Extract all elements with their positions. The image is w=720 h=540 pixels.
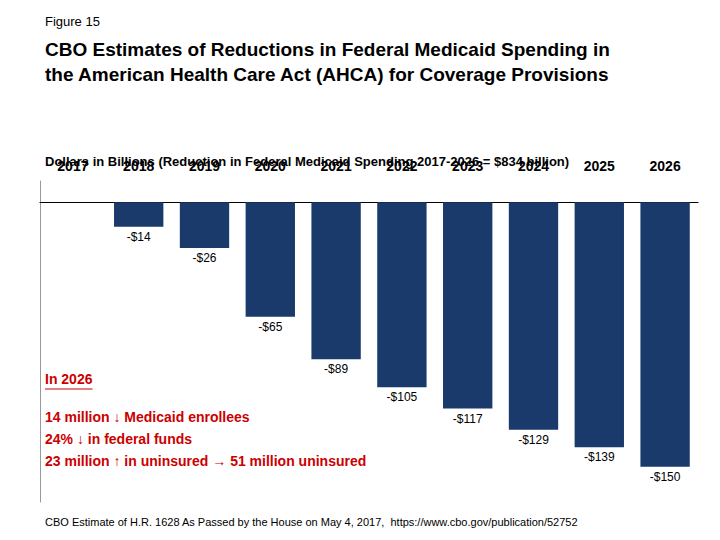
svg-text:CBO Estimate of H.R. 1628 As P: CBO Estimate of H.R. 1628 As Passed by t… xyxy=(45,516,578,528)
svg-text:-$26: -$26 xyxy=(192,251,216,265)
svg-text:-$150: -$150 xyxy=(650,470,681,484)
svg-text:-$65: -$65 xyxy=(258,320,282,334)
svg-text:23 million ↑ in uninsured → 51: 23 million ↑ in uninsured → 51 million u… xyxy=(45,453,366,469)
svg-text:-$117: -$117 xyxy=(453,412,483,426)
svg-text:-$139: -$139 xyxy=(584,450,615,464)
svg-text:-$129: -$129 xyxy=(518,433,549,447)
svg-text:Dollars in Billions (Reduction: Dollars in Billions (Reduction in Federa… xyxy=(45,154,569,169)
svg-text:14 million ↓ Medicaid enrollee: 14 million ↓ Medicaid enrollees xyxy=(45,409,250,425)
svg-text:In 2026: In 2026 xyxy=(45,371,93,387)
svg-text:-$14: -$14 xyxy=(127,230,151,244)
svg-text:2026: 2026 xyxy=(650,158,681,174)
svg-text:the American Health Care Act (: the American Health Care Act (AHCA) for … xyxy=(45,64,608,85)
svg-text:-$89: -$89 xyxy=(324,362,348,376)
svg-text:2025: 2025 xyxy=(584,158,615,174)
svg-text:-$105: -$105 xyxy=(387,390,418,404)
svg-text:24% ↓ in federal funds: 24% ↓ in federal funds xyxy=(45,431,192,447)
svg-text:CBO Estimates of Reductions in: CBO Estimates of Reductions in Federal M… xyxy=(45,39,610,60)
svg-text:Figure 15: Figure 15 xyxy=(45,14,100,29)
